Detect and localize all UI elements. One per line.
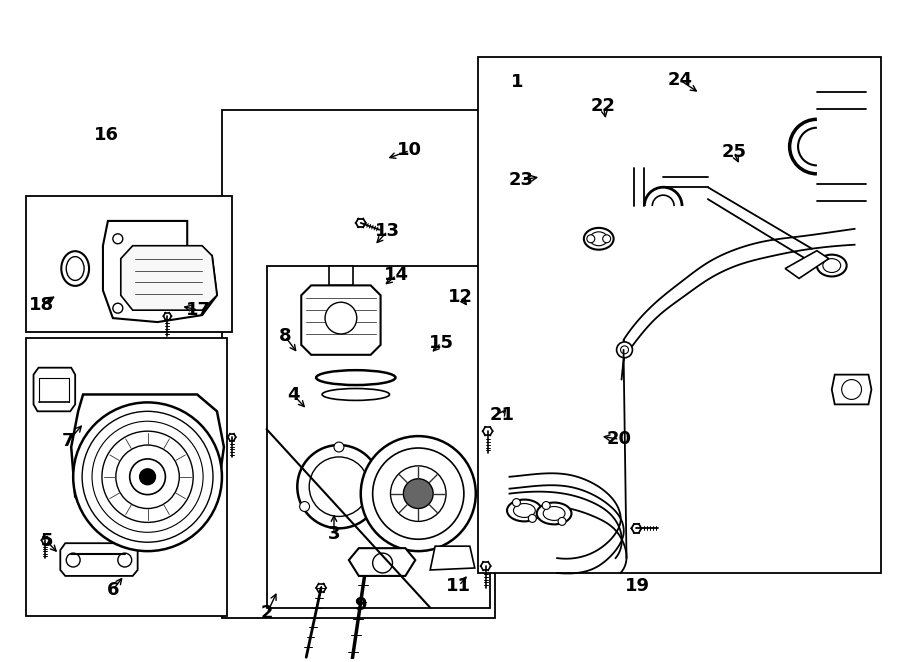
Circle shape	[587, 235, 595, 243]
Polygon shape	[103, 221, 217, 322]
Text: 3: 3	[328, 526, 340, 544]
Text: 24: 24	[668, 71, 693, 89]
Circle shape	[130, 459, 166, 495]
Ellipse shape	[823, 259, 841, 273]
Circle shape	[558, 518, 566, 526]
Circle shape	[112, 234, 122, 244]
Bar	[25, 338, 227, 616]
Text: 7: 7	[62, 432, 75, 450]
Text: 20: 20	[608, 430, 632, 448]
Circle shape	[403, 479, 433, 508]
Circle shape	[512, 498, 520, 506]
Ellipse shape	[584, 228, 614, 250]
Ellipse shape	[61, 251, 89, 286]
Circle shape	[621, 346, 628, 354]
Polygon shape	[430, 546, 475, 570]
Polygon shape	[33, 367, 76, 411]
Ellipse shape	[322, 389, 390, 401]
Bar	[25, 196, 232, 332]
Circle shape	[373, 553, 392, 573]
Polygon shape	[60, 544, 138, 576]
Text: 23: 23	[508, 171, 534, 189]
Text: 8: 8	[279, 327, 292, 346]
Text: 18: 18	[29, 296, 54, 314]
Polygon shape	[785, 251, 829, 279]
Ellipse shape	[67, 257, 84, 281]
Ellipse shape	[817, 255, 847, 277]
Text: 6: 6	[106, 581, 119, 599]
Text: 9: 9	[355, 596, 367, 614]
Polygon shape	[329, 265, 353, 285]
Ellipse shape	[514, 504, 536, 518]
Circle shape	[112, 303, 122, 313]
Circle shape	[361, 436, 476, 551]
Circle shape	[616, 342, 633, 357]
Text: 13: 13	[375, 222, 400, 240]
Circle shape	[334, 442, 344, 452]
Circle shape	[603, 235, 610, 243]
Circle shape	[325, 303, 356, 334]
Circle shape	[73, 402, 222, 551]
Text: 2: 2	[261, 604, 274, 622]
Polygon shape	[349, 548, 415, 576]
Circle shape	[542, 502, 550, 510]
Ellipse shape	[544, 506, 565, 520]
Circle shape	[297, 445, 381, 528]
Circle shape	[300, 502, 310, 512]
Text: 4: 4	[288, 387, 300, 404]
Text: 25: 25	[721, 144, 746, 162]
Ellipse shape	[316, 370, 395, 385]
Bar	[478, 58, 881, 573]
Bar	[266, 265, 490, 608]
Text: 15: 15	[428, 334, 454, 352]
Ellipse shape	[507, 500, 542, 522]
Text: 14: 14	[384, 266, 409, 284]
Text: 5: 5	[40, 532, 53, 550]
Polygon shape	[302, 285, 381, 355]
Text: 22: 22	[591, 97, 616, 115]
Polygon shape	[71, 395, 224, 534]
Text: 17: 17	[185, 301, 211, 319]
Circle shape	[140, 469, 156, 485]
Ellipse shape	[536, 502, 572, 524]
Text: 1: 1	[510, 73, 523, 91]
Text: 12: 12	[448, 288, 473, 306]
Polygon shape	[121, 246, 217, 310]
Circle shape	[528, 514, 536, 522]
Circle shape	[842, 379, 861, 399]
Bar	[222, 110, 495, 618]
Circle shape	[368, 502, 378, 512]
Ellipse shape	[590, 232, 608, 246]
Text: 19: 19	[625, 577, 650, 594]
Text: 21: 21	[490, 406, 514, 424]
Text: 16: 16	[94, 126, 119, 144]
Polygon shape	[832, 375, 871, 404]
Text: 11: 11	[446, 577, 472, 594]
Text: 10: 10	[397, 142, 422, 160]
